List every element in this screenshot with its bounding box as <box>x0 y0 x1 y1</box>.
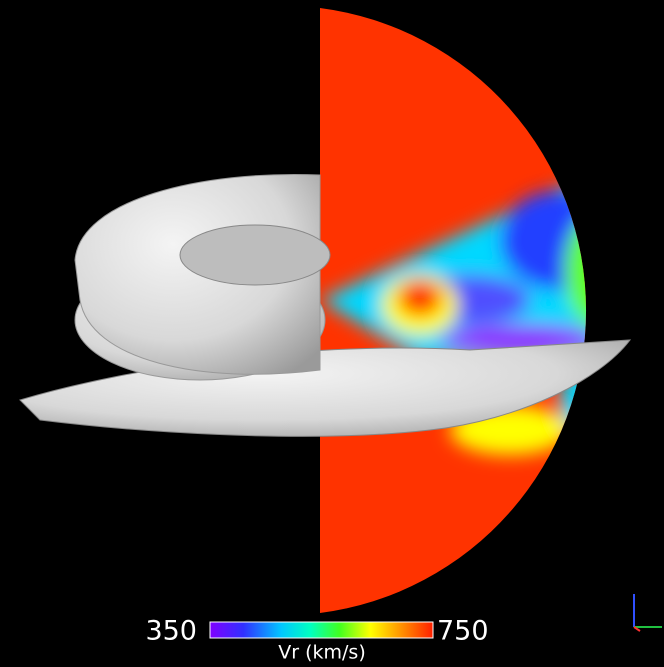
page: {"colorbar": {"min": 350, "max": 750, "t… <box>0 0 664 667</box>
colorbar-max: 750 <box>437 616 489 647</box>
colorbar-min: 350 <box>145 616 197 647</box>
visualization: 350 750 Vr (km/s) <box>0 0 664 667</box>
colorbar-title: Vr (km/s) <box>278 642 366 664</box>
colorbar <box>210 622 433 638</box>
